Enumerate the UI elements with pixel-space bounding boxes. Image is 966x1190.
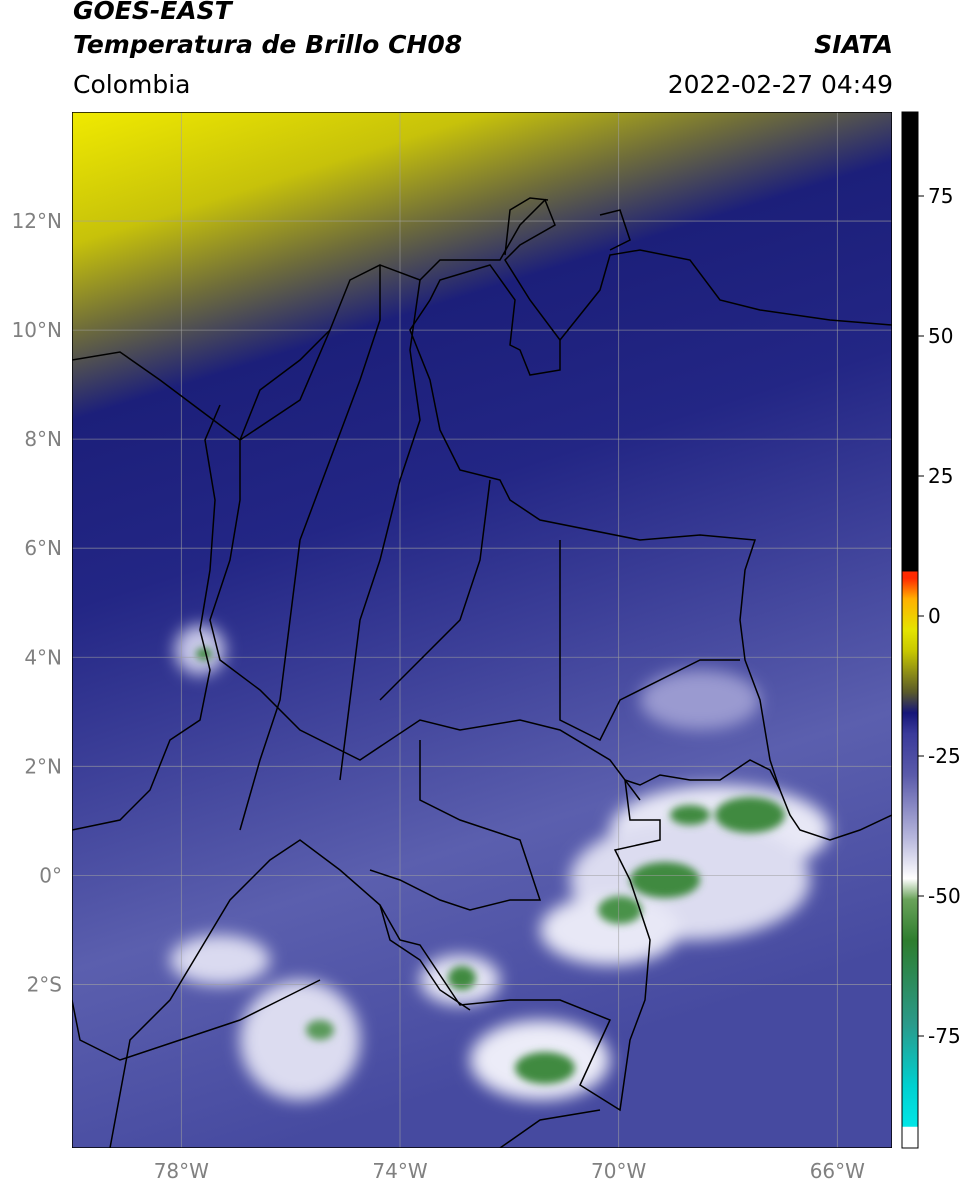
colorbar-tick-label: 50 — [928, 324, 953, 348]
colorbar-ticks: 75 50 25 0 -25 -50 -75 — [918, 184, 961, 1048]
latitude-tick-label: 12°N — [12, 209, 62, 233]
orinoquia-borders — [559, 540, 740, 742]
latitude-tick-label: 0° — [39, 863, 62, 887]
agency-label: SIATA — [814, 30, 893, 59]
southern-border — [109, 759, 781, 1148]
latitude-tick-label: 4°N — [24, 645, 62, 669]
product-title: Temperatura de Brillo CH08 — [73, 30, 463, 59]
caribbean-coastline — [559, 249, 892, 341]
graticule — [72, 112, 892, 1148]
colorbar-tick-label: -75 — [928, 1024, 961, 1048]
colorbar-tick-label: -50 — [928, 884, 961, 908]
cloud-features — [170, 625, 830, 1100]
colorbar-tick-label: -25 — [928, 744, 961, 768]
region-label: Colombia — [73, 70, 191, 99]
latitude-tick-label: 10°N — [12, 318, 62, 342]
latitude-ticks: 12°N 10°N 8°N 6°N 4°N 2°N 0° 2°S — [12, 209, 62, 996]
timestamp-label: 2022-02-27 04:49 — [667, 70, 893, 99]
amazonia-borders — [369, 740, 542, 911]
longitude-tick-label: 78°W — [154, 1159, 209, 1183]
colombia-venezuela-border — [72, 198, 892, 841]
paraguana-coastline — [599, 209, 631, 251]
latitude-tick-label: 8°N — [24, 427, 62, 451]
pacific-coastline — [72, 404, 221, 831]
colorbar-tick-label: 75 — [928, 184, 953, 208]
colorbar — [901, 111, 919, 1149]
cordillera-borders — [239, 265, 381, 831]
latitude-tick-label: 2°N — [24, 754, 62, 778]
brazil-border — [499, 1109, 601, 1148]
longitude-tick-label: 66°W — [810, 1159, 865, 1183]
longitude-tick-label: 74°W — [372, 1159, 427, 1183]
cold-cloud-tops — [196, 648, 785, 1084]
interior-border-b — [379, 479, 491, 701]
interior-border-a — [339, 279, 421, 781]
internal-department-borders — [209, 329, 641, 801]
latitude-tick-label: 6°N — [24, 536, 62, 560]
longitude-tick-label: 70°W — [591, 1159, 646, 1183]
latitude-tick-label: 2°S — [27, 972, 62, 996]
satellite-title: GOES-EAST — [73, 0, 232, 25]
peru-border — [379, 904, 471, 1011]
ecuador-borders — [72, 979, 321, 1061]
guajira-coastline — [504, 197, 549, 256]
longitude-ticks: 78°W 74°W 70°W 66°W — [154, 1159, 865, 1183]
map-panel — [72, 112, 892, 1148]
colorbar-tick-label: 0 — [928, 604, 941, 628]
colorbar-tick-label: 25 — [928, 464, 953, 488]
country-borders — [72, 197, 892, 1148]
